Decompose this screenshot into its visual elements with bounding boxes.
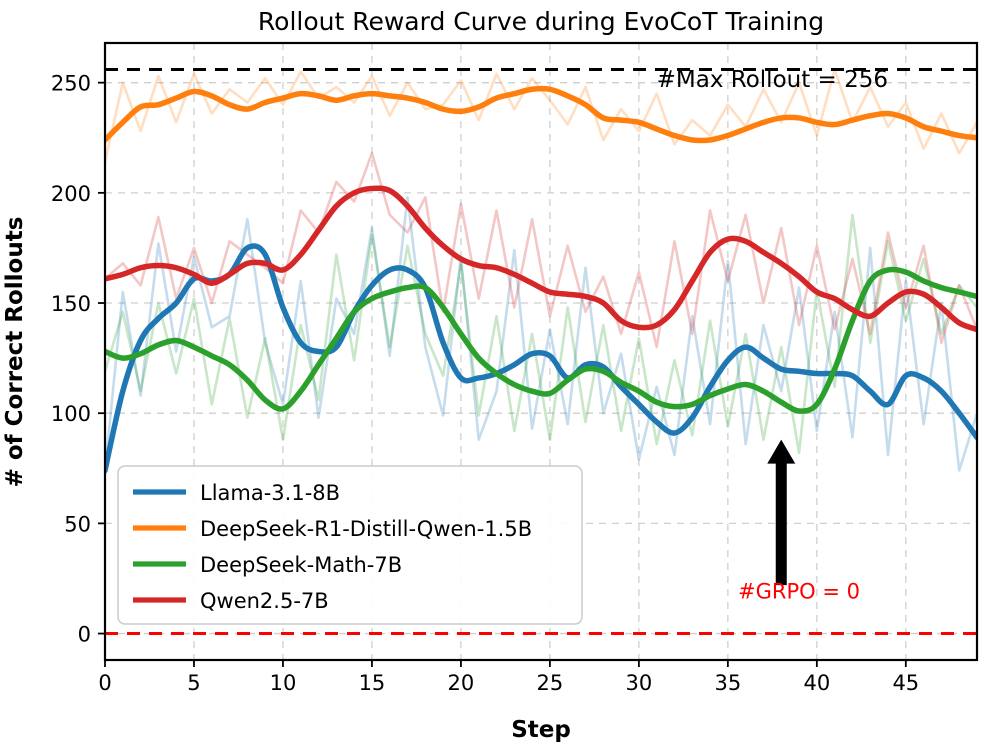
x-tick-label: 10 <box>270 671 297 695</box>
series-line-3 <box>105 185 977 333</box>
x-tick-label: 30 <box>626 671 653 695</box>
x-tick-label: 0 <box>98 671 111 695</box>
series-line-1 <box>105 85 977 144</box>
improvement-arrow-head <box>767 439 796 464</box>
legend-label-3[interactable]: Qwen2.5-7B <box>200 589 329 613</box>
series-line-2 <box>105 266 977 414</box>
y-tick-label: 0 <box>78 623 91 647</box>
raw-series-line-0 <box>105 195 977 472</box>
x-tick-label: 15 <box>359 671 386 695</box>
legend-label-1[interactable]: DeepSeek-R1-Distill-Qwen-1.5B <box>200 517 532 541</box>
chart-legend[interactable]: Llama-3.1-8B DeepSeek-R1-Distill-Qwen-1.5… <box>117 465 583 625</box>
grpo-annotation: #GRPO = 0 <box>738 579 860 603</box>
x-tick-label: 5 <box>187 671 200 695</box>
y-tick-label: 150 <box>51 292 91 316</box>
x-tick-label: 40 <box>803 671 830 695</box>
legend-label-0[interactable]: Llama-3.1-8B <box>200 481 340 505</box>
axes-spines <box>103 41 979 662</box>
chart-title: Rollout Reward Curve during EvoCoT Train… <box>258 7 824 36</box>
x-tick-label: 45 <box>892 671 919 695</box>
x-axis-label: Step <box>511 717 571 743</box>
y-tick-label: 250 <box>51 72 91 96</box>
x-tick-label: 35 <box>714 671 741 695</box>
raw-series-line-3 <box>105 151 977 349</box>
max-rollout-annotation: #Max Rollout = 256 <box>657 67 888 93</box>
y-tick-label: 50 <box>64 512 91 536</box>
annotations-layer: #Max Rollout = 256 #GRPO = 0 <box>657 67 888 603</box>
smoothed-series-layer <box>105 85 977 474</box>
plot-frame <box>103 41 979 662</box>
legend-background <box>117 465 583 625</box>
y-tick-label: 200 <box>51 182 91 206</box>
improvement-arrow-layer <box>767 439 796 586</box>
x-tick-label: 20 <box>448 671 475 695</box>
y-axis-label: # of Correct Rollouts <box>2 217 28 488</box>
x-tick-label: 25 <box>537 671 564 695</box>
y-tick-label: 100 <box>51 402 91 426</box>
legend-label-2[interactable]: DeepSeek-Math-7B <box>200 553 402 577</box>
reference-lines-layer <box>105 67 977 636</box>
axis-ticks: 0 50 100 150 200 250 0 5 10 15 20 25 30 35 40 45 <box>51 72 919 695</box>
